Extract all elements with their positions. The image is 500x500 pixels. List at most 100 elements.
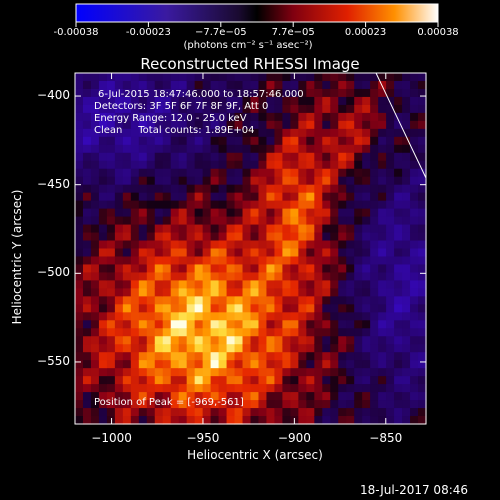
heatmap-cell — [154, 360, 164, 369]
heatmap-cell — [90, 400, 100, 409]
heatmap-cell — [322, 208, 331, 218]
heatmap-cell — [354, 120, 363, 130]
heatmap-cell — [314, 96, 323, 106]
heatmap-cell — [146, 73, 156, 82]
heatmap-cell — [194, 192, 204, 202]
heatmap-cell — [258, 112, 268, 122]
heatmap-cell — [186, 328, 196, 337]
heatmap-cell — [146, 336, 156, 345]
heatmap-cell — [250, 328, 260, 337]
heatmap-cell — [130, 96, 140, 106]
heatmap-cell — [394, 152, 403, 162]
heatmap-cell — [90, 104, 100, 114]
heatmap-cell — [242, 392, 252, 401]
heatmap-cell — [410, 112, 419, 122]
annotation-time: 6-Jul-2015 18:47:46.000 to 18:57:46.000 — [98, 89, 304, 100]
heatmap-cell — [106, 240, 116, 250]
heatmap-cell — [250, 73, 260, 82]
heatmap-cell — [194, 96, 204, 106]
heatmap-cell — [418, 280, 427, 289]
heatmap-cell — [258, 304, 268, 313]
heatmap-cell — [306, 216, 315, 226]
heatmap-cell — [234, 128, 244, 138]
heatmap-cell — [90, 288, 100, 297]
heatmap-cell — [394, 248, 403, 258]
heatmap-cell — [378, 400, 387, 409]
heatmap-cell — [82, 312, 92, 321]
heatmap-cell — [346, 104, 355, 114]
heatmap-cell — [242, 312, 252, 321]
heatmap-cell — [234, 280, 244, 289]
heatmap-cell — [75, 360, 84, 369]
heatmap-cell — [314, 128, 323, 138]
heatmap-cell — [362, 272, 371, 282]
heatmap-cell — [194, 128, 204, 138]
heatmap-cell — [330, 224, 339, 234]
heatmap-cell — [210, 136, 220, 146]
heatmap-cell — [354, 80, 363, 90]
heatmap-cell — [282, 280, 291, 289]
heatmap-cell — [322, 320, 331, 329]
heatmap-cell — [274, 288, 284, 297]
heatmap-cell — [418, 312, 427, 321]
heatmap-cell — [234, 312, 244, 321]
heatmap-cell — [338, 73, 347, 82]
heatmap-cell — [234, 328, 244, 337]
heatmap-cell — [266, 176, 276, 186]
heatmap-cell — [138, 240, 148, 250]
heatmap-cell — [226, 320, 236, 329]
heatmap-cell — [330, 200, 339, 210]
heatmap-cell — [114, 368, 124, 377]
heatmap-cell — [362, 256, 371, 266]
heatmap-cell — [234, 400, 244, 409]
heatmap-cell — [298, 184, 307, 194]
heatmap-cell — [194, 224, 204, 234]
heatmap-cell — [378, 224, 387, 234]
heatmap-cell — [250, 88, 260, 98]
heatmap-cell — [274, 176, 284, 186]
heatmap-cell — [170, 80, 180, 90]
heatmap-cell — [178, 192, 188, 202]
heatmap-cell — [386, 240, 395, 250]
heatmap-cell — [378, 152, 387, 162]
heatmap-cell — [186, 384, 196, 393]
heatmap-cell — [282, 176, 291, 186]
heatmap-cell — [170, 184, 180, 194]
heatmap-cell — [154, 328, 164, 337]
heatmap-cell — [338, 264, 347, 274]
heatmap-cell — [314, 392, 323, 401]
heatmap-cell — [266, 328, 276, 337]
heatmap-cell — [378, 392, 387, 401]
heatmap-cell — [138, 144, 148, 154]
heatmap-cell — [98, 248, 108, 258]
heatmap-cell — [330, 80, 339, 90]
heatmap-cell — [138, 152, 148, 162]
heatmap-cell — [98, 408, 108, 417]
heatmap-cell — [266, 73, 276, 82]
heatmap-cell — [314, 232, 323, 242]
heatmap-cell — [418, 376, 427, 385]
heatmap-cell — [186, 128, 196, 138]
heatmap-cell — [226, 360, 236, 369]
heatmap-cell — [362, 112, 371, 122]
heatmap-cell — [322, 376, 331, 385]
heatmap-cell — [338, 352, 347, 361]
heatmap-cell — [346, 232, 355, 242]
heatmap-cell — [75, 80, 84, 90]
heatmap-cell — [146, 256, 156, 266]
heatmap-cell — [138, 400, 148, 409]
heatmap-cell — [106, 256, 116, 266]
heatmap-cell — [322, 312, 331, 321]
heatmap-cell — [314, 73, 323, 82]
heatmap-cell — [154, 352, 164, 361]
heatmap-cell — [242, 264, 252, 274]
heatmap-cell — [306, 376, 315, 385]
heatmap-cell — [242, 184, 252, 194]
heatmap-cell — [178, 416, 188, 425]
heatmap-cell — [354, 200, 363, 210]
heatmap-cell — [298, 312, 307, 321]
heatmap-cell — [282, 208, 291, 218]
heatmap-cell — [130, 160, 140, 170]
heatmap-cell — [170, 73, 180, 82]
heatmap-cell — [106, 400, 116, 409]
